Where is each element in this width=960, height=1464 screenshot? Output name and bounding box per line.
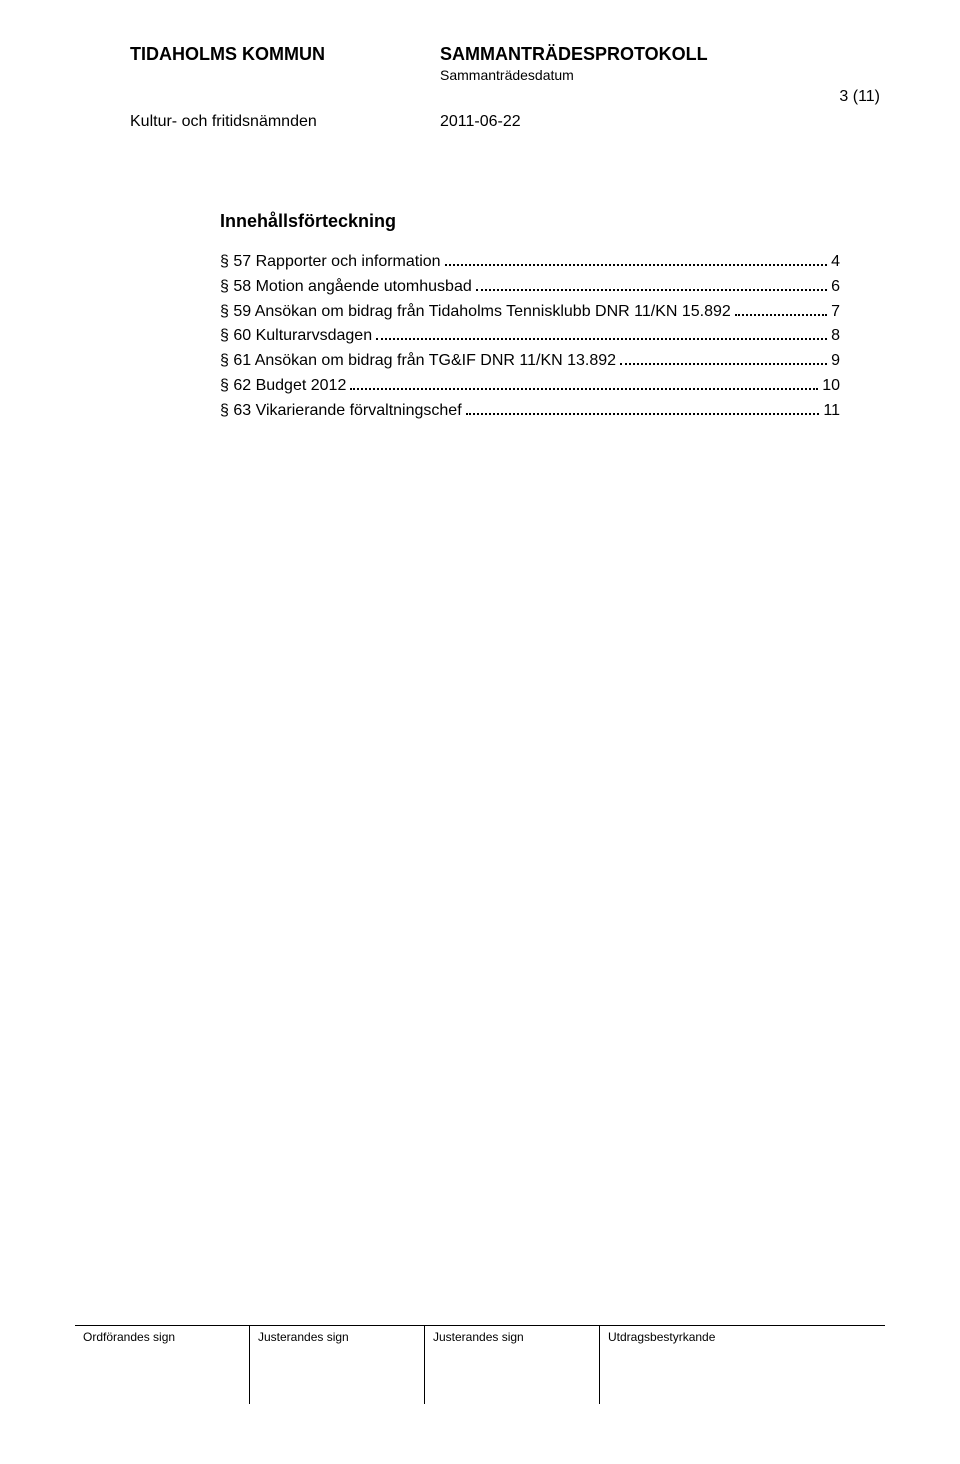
toc-item-label: § 57 Rapporter och information (220, 250, 441, 275)
toc-item-label: § 59 Ansökan om bidrag från Tidaholms Te… (220, 300, 731, 325)
toc-item: § 61 Ansökan om bidrag från TG&IF DNR 11… (220, 349, 840, 374)
header-row-2: Kultur- och fritidsnämnden 2011-06-22 (130, 113, 880, 131)
org-name: TIDAHOLMS KOMMUN (130, 44, 440, 65)
toc-item-page: 7 (831, 300, 840, 325)
toc-item-label: § 62 Budget 2012 (220, 374, 346, 399)
sig-cell-extract-cert: Utdragsbestyrkande (600, 1326, 885, 1404)
toc-leader-dots (620, 351, 827, 365)
toc-leader-dots (376, 326, 827, 340)
toc-item-label: § 61 Ansökan om bidrag från TG&IF DNR 11… (220, 349, 616, 374)
toc-item-page: 9 (831, 349, 840, 374)
doc-type: SAMMANTRÄDESPROTOKOLL (440, 44, 708, 65)
toc-item-page: 4 (831, 250, 840, 275)
toc-item: § 63 Vikarierande förvaltningschef 11 (220, 399, 840, 424)
sig-cell-adjuster-1: Justerandes sign (250, 1326, 425, 1404)
toc-item-page: 6 (831, 275, 840, 300)
toc-item-label: § 58 Motion angående utomhusbad (220, 275, 472, 300)
toc-item: § 60 Kulturarvsdagen 8 (220, 324, 840, 349)
header-subtitle: Sammanträdesdatum (440, 67, 880, 83)
toc-item: § 58 Motion angående utomhusbad 6 (220, 275, 840, 300)
toc-leader-dots (350, 376, 818, 390)
page-number: 3 (11) (839, 88, 880, 106)
department: Kultur- och fritidsnämnden (130, 113, 440, 131)
toc-title: Innehållsförteckning (220, 211, 840, 232)
toc-leader-dots (466, 400, 820, 414)
toc-item-page: 8 (831, 324, 840, 349)
toc-item-label: § 63 Vikarierande förvaltningschef (220, 399, 462, 424)
toc-item: § 59 Ansökan om bidrag från Tidaholms Te… (220, 300, 840, 325)
toc-leader-dots (476, 276, 827, 290)
meeting-date: 2011-06-22 (440, 113, 521, 131)
toc-item-page: 11 (823, 399, 840, 424)
header-row-1: TIDAHOLMS KOMMUN SAMMANTRÄDESPROTOKOLL (130, 44, 880, 65)
sig-cell-adjuster-2: Justerandes sign (425, 1326, 600, 1404)
page: TIDAHOLMS KOMMUN SAMMANTRÄDESPROTOKOLL S… (0, 0, 960, 1464)
sig-cell-chairman: Ordförandes sign (75, 1326, 250, 1404)
signature-footer: Ordförandes sign Justerandes sign Juster… (75, 1325, 885, 1404)
signature-table: Ordförandes sign Justerandes sign Juster… (75, 1325, 885, 1404)
toc-leader-dots (735, 301, 827, 315)
table-of-contents: Innehållsförteckning § 57 Rapporter och … (220, 211, 840, 424)
toc-item: § 57 Rapporter och information 4 (220, 250, 840, 275)
toc-item: § 62 Budget 2012 10 (220, 374, 840, 399)
toc-item-page: 10 (822, 374, 840, 399)
toc-leader-dots (445, 252, 828, 266)
toc-item-label: § 60 Kulturarvsdagen (220, 324, 372, 349)
